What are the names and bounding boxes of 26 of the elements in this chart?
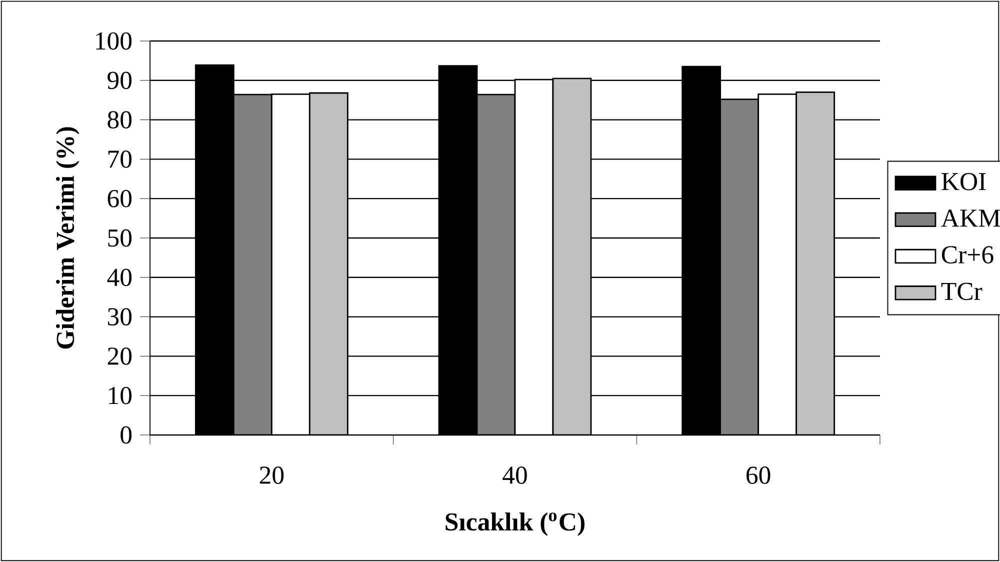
y-tick-label: 40 <box>107 268 132 286</box>
y-tick-label: 20 <box>108 348 132 365</box>
x-tick-label: 20 <box>260 466 284 484</box>
bar <box>552 78 592 435</box>
y-tick-label: 10 <box>109 386 132 404</box>
x-tick-label: 40 <box>502 466 527 484</box>
y-tick-label: 30 <box>108 308 132 326</box>
y-tick-label: 100 <box>96 32 132 50</box>
y-tick-label: 70 <box>108 150 132 168</box>
y-axis-title: Giderim Verimi (%) <box>56 127 80 349</box>
legend-label: AKM <box>941 210 1000 227</box>
bar <box>232 94 272 435</box>
bar <box>308 92 348 435</box>
x-tick-label: 60 <box>746 466 770 484</box>
bar <box>720 98 760 435</box>
legend-label: TCr <box>941 282 982 300</box>
y-tick-label: 80 <box>108 111 132 128</box>
y-tick-label: 50 <box>108 229 132 247</box>
x-axis-title: Sıcaklık ($^{o}$C) <box>446 512 584 536</box>
bar <box>476 94 516 435</box>
legend-label: Cr+6 <box>942 246 994 264</box>
y-tick-label: 60 <box>108 190 132 208</box>
legend-label: KOI <box>942 172 986 190</box>
y-tick-label: 0 <box>120 426 132 444</box>
y-tick-label: 90 <box>108 72 132 90</box>
bar <box>796 92 836 435</box>
